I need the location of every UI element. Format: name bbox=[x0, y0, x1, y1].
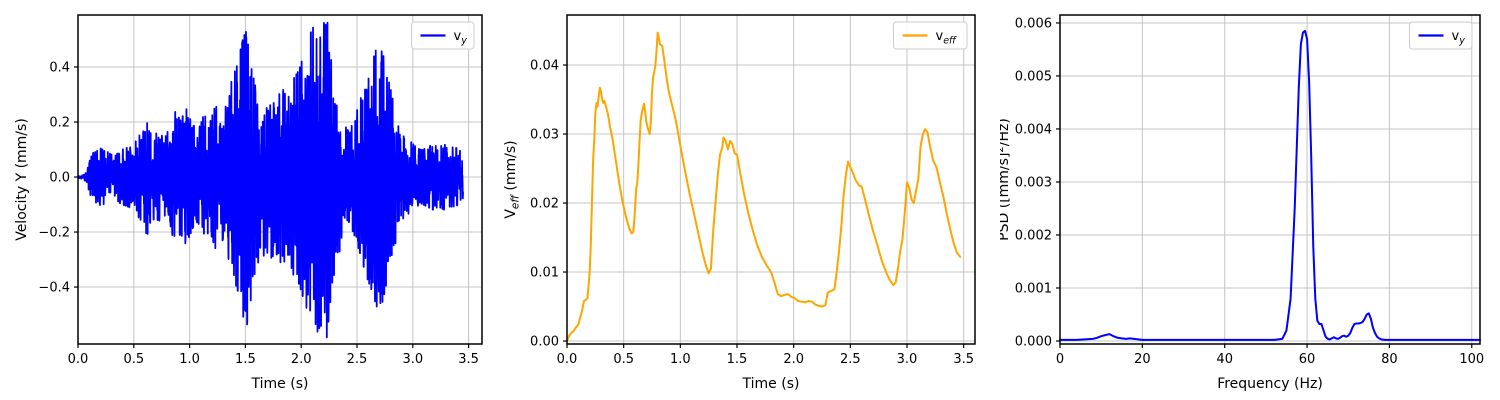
panel-background bbox=[1000, 0, 1500, 400]
y-tick-label: 0.002 bbox=[1015, 228, 1052, 243]
x-axis-label: Time (s) bbox=[251, 376, 309, 392]
x-tick-label: 60 bbox=[1299, 352, 1316, 367]
axes-spines bbox=[566, 14, 976, 345]
x-tick-label: 0.5 bbox=[123, 352, 144, 367]
legend-label: vy bbox=[1452, 29, 1466, 47]
series-line bbox=[566, 31, 962, 343]
series-group bbox=[566, 31, 962, 343]
x-tick-label: 2.0 bbox=[291, 352, 312, 367]
x-tick-label: 40 bbox=[1216, 352, 1233, 367]
x-tick-label: 1.0 bbox=[670, 352, 691, 367]
x-tick-label: 0.0 bbox=[557, 352, 578, 367]
y-tick-label: 0.03 bbox=[530, 128, 559, 143]
legend-box bbox=[893, 21, 968, 50]
x-tick-label: 2.5 bbox=[840, 352, 861, 367]
y-tick-label: 0.000 bbox=[1015, 334, 1052, 349]
y-tick-label: 0.02 bbox=[530, 197, 559, 212]
x-tick-label: 0 bbox=[1056, 352, 1064, 367]
legend-label: vy bbox=[454, 29, 468, 47]
legend-label: veff bbox=[936, 29, 958, 47]
x-axis: 0 20 40 60 80 100 bbox=[1056, 344, 1484, 367]
x-tick-label: 0.0 bbox=[68, 352, 89, 367]
x-tick-label: 1.0 bbox=[179, 352, 200, 367]
y-tick-label: 0.2 bbox=[49, 116, 70, 131]
y-tick-label: 0.005 bbox=[1015, 69, 1052, 84]
x-tick-label: 3.5 bbox=[953, 352, 974, 367]
x-tick-label: 3.0 bbox=[897, 352, 918, 367]
series-line bbox=[77, 21, 464, 339]
chart-velocity-time: 0.0 0.5 1.0 1.5 2.0 2.5 3.0 3.5 −0.4 −0.2 0.0 0.2 0.… bbox=[0, 0, 500, 400]
chart-psd-frequency: 0 20 40 60 80 1000.0000.0010.0020.0030.0040.0… bbox=[1000, 0, 1500, 400]
x-tick-label: 20 bbox=[1134, 352, 1151, 367]
y-tick-label: 0.003 bbox=[1015, 175, 1052, 190]
series-group bbox=[77, 21, 464, 339]
chart-veff-time: 0.0 0.5 1.0 1.5 2.0 2.5 3.0 3.5 0.00 0.01 0.02 0.03… bbox=[500, 0, 1000, 400]
legend: veff bbox=[893, 21, 968, 50]
series-group bbox=[1059, 29, 1481, 341]
x-axis-label: Time (s) bbox=[742, 376, 800, 392]
x-tick-label: 2.0 bbox=[783, 352, 804, 367]
x-axis: 0.0 0.5 1.0 1.5 2.0 2.5 3.0 3.5 bbox=[557, 344, 974, 367]
y-tick-label: 0.004 bbox=[1015, 122, 1052, 137]
legend: vy bbox=[1409, 21, 1473, 50]
grid bbox=[566, 15, 975, 344]
series-line bbox=[1059, 29, 1481, 341]
axes-spines bbox=[77, 14, 483, 345]
y-tick-label: 0.001 bbox=[1015, 281, 1052, 296]
panel-background bbox=[500, 0, 1000, 400]
y-tick-label: −0.2 bbox=[38, 226, 70, 241]
legend: vy bbox=[411, 21, 475, 50]
y-axis: 0.000 0.001 0.002 0.003 0.004 0.005 0.006 bbox=[1015, 16, 1060, 349]
y-axis-label: Velocity Y (mm/s) bbox=[14, 118, 30, 241]
x-tick-label: 3.0 bbox=[402, 352, 423, 367]
y-tick-label: 0.00 bbox=[530, 335, 559, 350]
y-tick-label: −0.4 bbox=[38, 281, 70, 296]
y-tick-label: 0.006 bbox=[1015, 16, 1052, 31]
y-tick-label: 0.01 bbox=[530, 266, 559, 281]
y-tick-label: 0.04 bbox=[530, 59, 559, 74]
x-tick-label: 100 bbox=[1459, 352, 1484, 367]
y-axis: 0.00 0.01 0.02 0.03 0.04 bbox=[530, 59, 567, 350]
x-tick-label: 0.5 bbox=[613, 352, 634, 367]
y-axis-label: PSD ([mm/s]2/Hz) bbox=[1000, 118, 1012, 241]
x-tick-label: 3.5 bbox=[458, 352, 479, 367]
x-tick-label: 1.5 bbox=[727, 352, 748, 367]
x-tick-label: 1.5 bbox=[235, 352, 256, 367]
x-tick-label: 2.5 bbox=[347, 352, 368, 367]
y-axis: −0.4 −0.2 0.0 0.2 0.4 bbox=[38, 60, 78, 296]
y-axis-label: Veff (mm/s) bbox=[503, 140, 522, 218]
y-tick-label: 0.4 bbox=[49, 60, 70, 75]
x-axis-label: Frequency (Hz) bbox=[1217, 376, 1323, 392]
y-tick-label: 0.0 bbox=[49, 171, 70, 186]
x-axis: 0.0 0.5 1.0 1.5 2.0 2.5 3.0 3.5 bbox=[68, 344, 479, 367]
x-tick-label: 80 bbox=[1381, 352, 1398, 367]
axes-spines bbox=[1059, 14, 1481, 345]
